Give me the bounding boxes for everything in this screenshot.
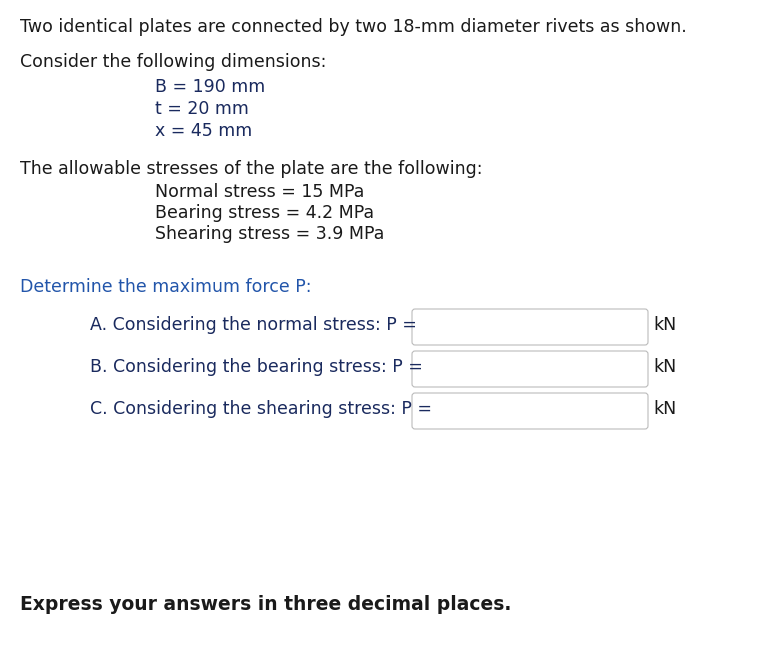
- Text: Determine the maximum force P:: Determine the maximum force P:: [20, 278, 311, 296]
- FancyBboxPatch shape: [412, 393, 648, 429]
- Text: Normal stress = 15 MPa: Normal stress = 15 MPa: [155, 183, 364, 201]
- Text: Two identical plates are connected by two 18-mm diameter rivets as shown.: Two identical plates are connected by tw…: [20, 18, 686, 36]
- Text: Consider the following dimensions:: Consider the following dimensions:: [20, 53, 327, 71]
- Text: kN: kN: [653, 316, 676, 334]
- Text: B = 190 mm: B = 190 mm: [155, 78, 265, 96]
- Text: B. Considering the bearing stress: P =: B. Considering the bearing stress: P =: [90, 358, 423, 376]
- FancyBboxPatch shape: [412, 309, 648, 345]
- FancyBboxPatch shape: [412, 351, 648, 387]
- Text: t = 20 mm: t = 20 mm: [155, 100, 249, 118]
- Text: x = 45 mm: x = 45 mm: [155, 122, 252, 140]
- Text: A. Considering the normal stress: P =: A. Considering the normal stress: P =: [90, 316, 417, 334]
- Text: Express your answers in three decimal places.: Express your answers in three decimal pl…: [20, 595, 512, 614]
- Text: C. Considering the shearing stress: P =: C. Considering the shearing stress: P =: [90, 400, 432, 418]
- Text: kN: kN: [653, 358, 676, 376]
- Text: kN: kN: [653, 400, 676, 418]
- Text: The allowable stresses of the plate are the following:: The allowable stresses of the plate are …: [20, 160, 482, 178]
- Text: Bearing stress = 4.2 MPa: Bearing stress = 4.2 MPa: [155, 204, 374, 222]
- Text: Shearing stress = 3.9 MPa: Shearing stress = 3.9 MPa: [155, 225, 384, 243]
